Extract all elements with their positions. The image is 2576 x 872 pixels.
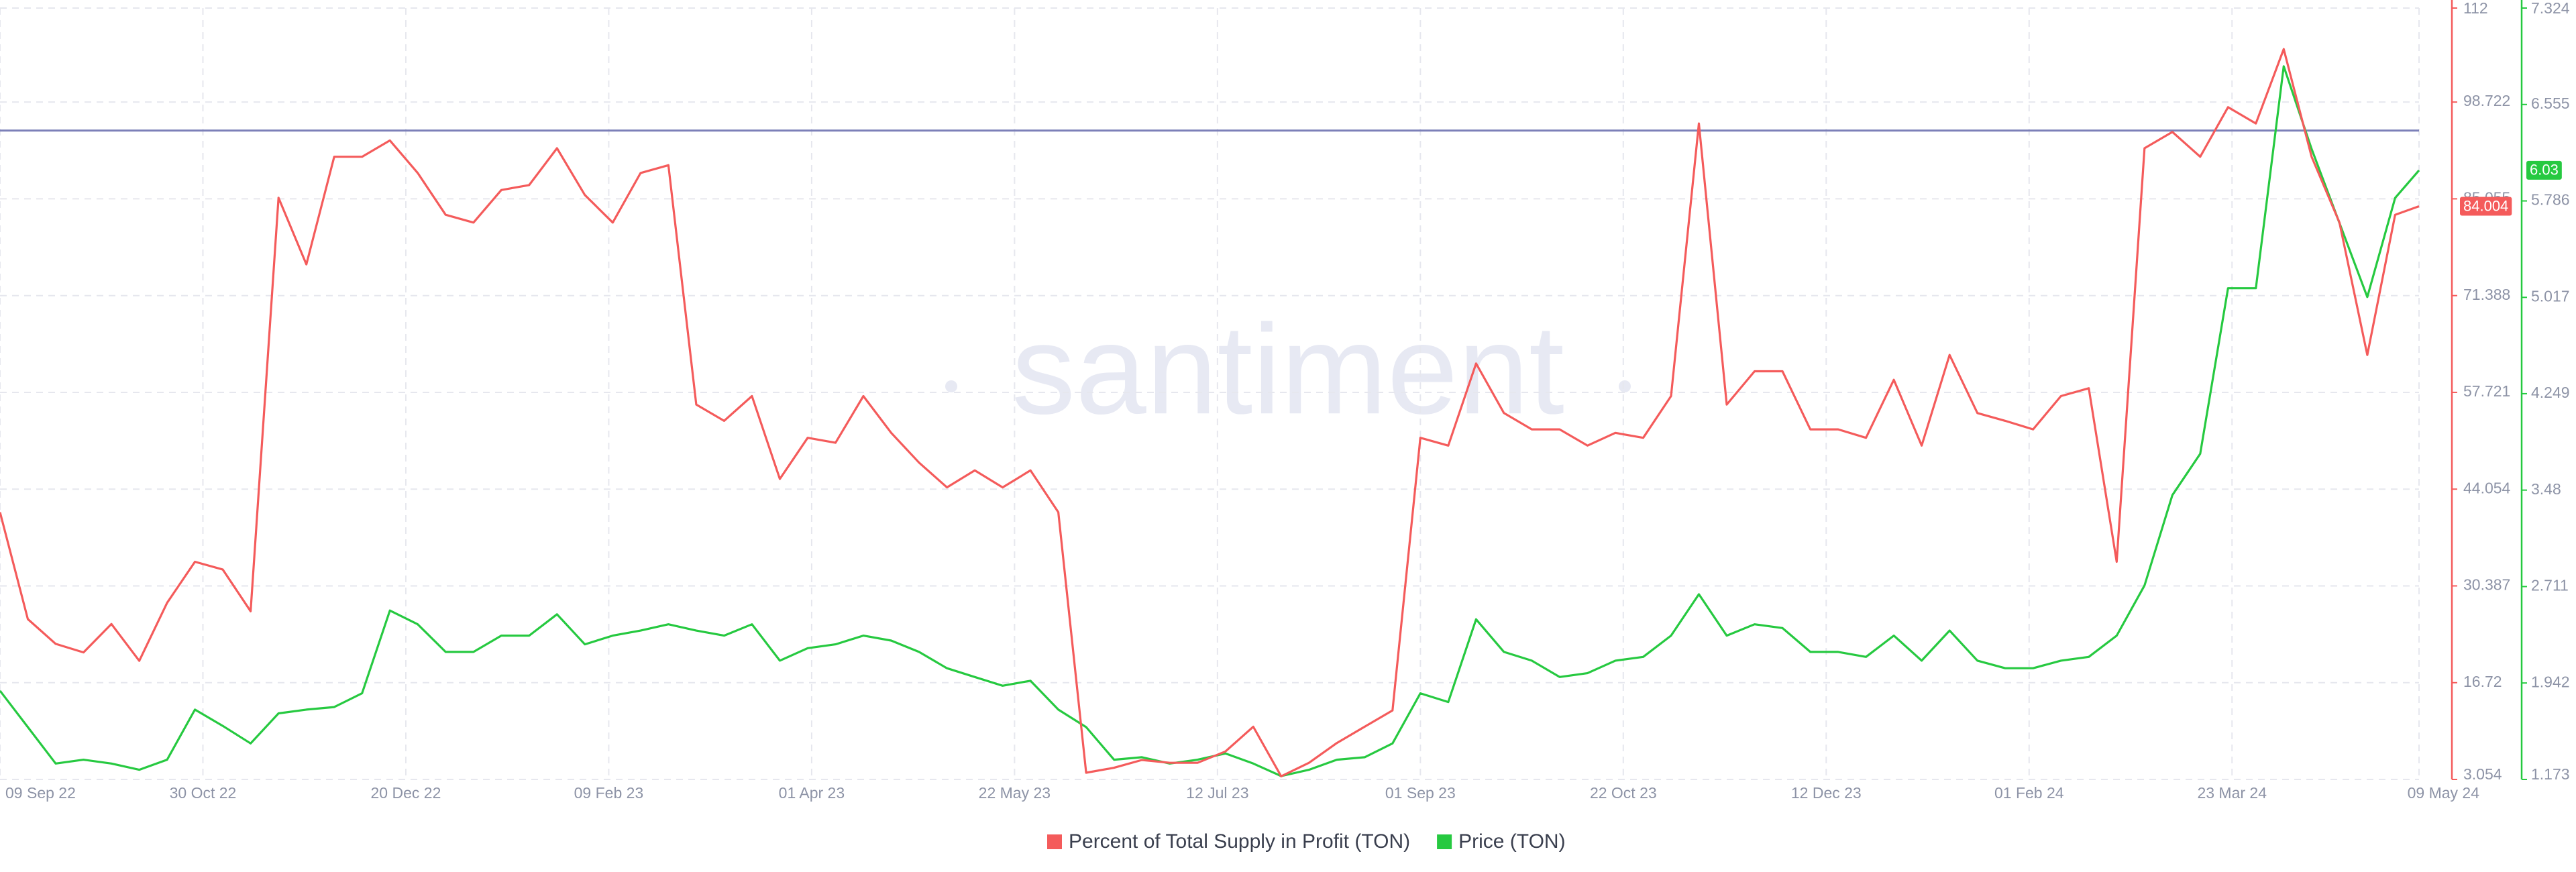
y2-tick-label: 7.324 (2531, 0, 2570, 17)
last-value-badge: 6.03 (2526, 160, 2562, 180)
y-tick-label: 98.722 (2463, 92, 2510, 109)
watermark: santiment (1012, 298, 1564, 441)
x-tick-label: 01 Apr 23 (779, 784, 845, 802)
legend-swatch (1047, 834, 1062, 849)
last-value-badge: 84.004 (2460, 197, 2512, 216)
x-tick-label: 09 Feb 23 (574, 784, 644, 802)
watermark-dot (1619, 380, 1631, 392)
x-tick-label: 12 Jul 23 (1186, 784, 1248, 802)
x-tick-label: 22 May 23 (979, 784, 1051, 802)
y2-tick-label: 2.711 (2531, 577, 2569, 594)
x-tick-label: 12 Dec 23 (1791, 784, 1862, 802)
y2-tick-label: 3.48 (2531, 480, 2561, 498)
x-tick-label: 01 Sep 23 (1385, 784, 1456, 802)
y2-tick-label: 5.017 (2531, 287, 2570, 305)
y2-tick-label: 4.249 (2531, 384, 2570, 401)
x-tick-label: 09 May 24 (2408, 784, 2480, 802)
y-tick-label: 57.721 (2463, 382, 2510, 400)
badge-box (2460, 197, 2512, 216)
last-value-label: 84.004 (2463, 197, 2508, 214)
x-tick-label: 23 Mar 24 (2197, 784, 2267, 802)
y-tick-label: 30.387 (2463, 576, 2510, 594)
legend-label: Price (TON) (1458, 830, 1565, 853)
x-tick-label: 01 Feb 24 (1994, 784, 2064, 802)
x-tick-label: 30 Oct 22 (170, 784, 237, 802)
y2-tick-label: 1.173 (2531, 765, 2570, 783)
y-tick-label: 44.054 (2463, 479, 2511, 496)
y-tick-label: 71.388 (2463, 286, 2510, 303)
y-tick-label: 3.054 (2463, 765, 2502, 783)
y-tick-label: 112 (2463, 0, 2488, 17)
x-tick-label: 20 Dec 22 (371, 784, 441, 802)
y2-tick-label: 1.942 (2531, 673, 2570, 690)
legend-label: Percent of Total Supply in Profit (TON) (1069, 830, 1410, 853)
badge-box (2526, 160, 2562, 180)
x-tick-label: 22 Oct 23 (1590, 784, 1657, 802)
last-value-label: 6.03 (2530, 162, 2559, 178)
y-tick-label: 16.72 (2463, 673, 2502, 690)
series-line (0, 48, 2420, 777)
x-tick-label: 09 Sep 22 (5, 784, 76, 802)
legend-swatch (1437, 834, 1452, 849)
y2-tick-label: 6.555 (2531, 95, 2570, 112)
watermark-dot (945, 380, 957, 392)
y2-tick-label: 5.786 (2531, 191, 2570, 209)
